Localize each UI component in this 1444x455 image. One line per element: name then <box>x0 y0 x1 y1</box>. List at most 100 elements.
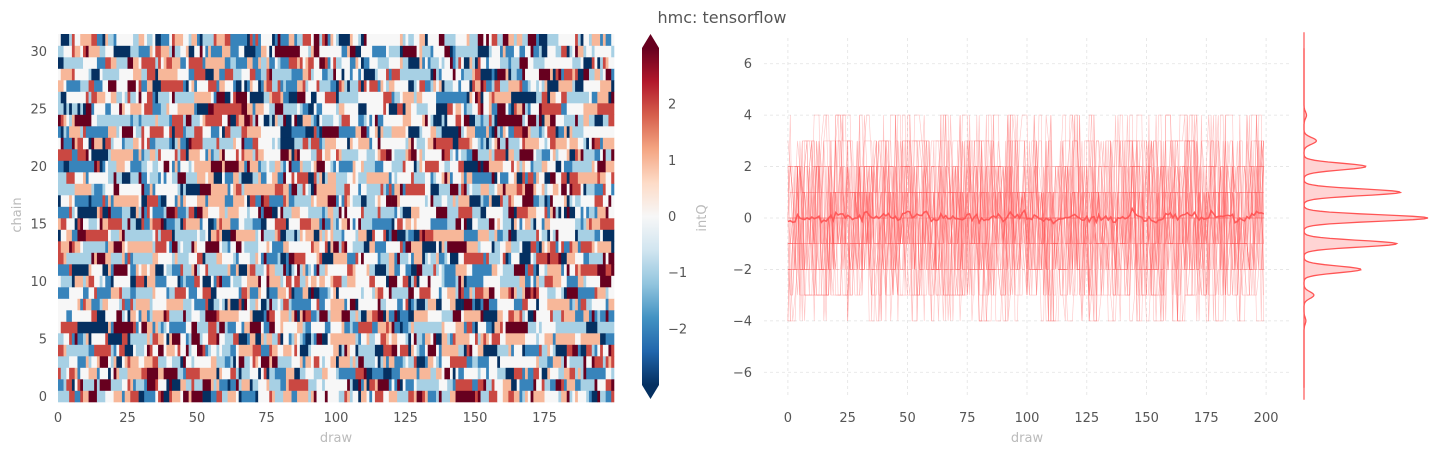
heatmap-cell <box>149 344 153 357</box>
heatmap-cell <box>516 183 523 196</box>
heatmap-cell <box>121 298 126 311</box>
heatmap-cell <box>180 57 187 69</box>
heatmap-cell <box>310 68 315 81</box>
heatmap-cell <box>194 356 212 368</box>
heatmap-cell <box>597 287 606 299</box>
heatmap-cell <box>180 344 187 357</box>
heatmap-cell <box>463 172 467 184</box>
heatmap-cell <box>561 264 565 276</box>
heatmap-cell <box>110 287 120 299</box>
heatmap-cell <box>538 34 548 46</box>
heatmap-cell <box>405 103 412 115</box>
heatmap-cell <box>558 149 568 161</box>
heatmap-cell <box>538 298 548 311</box>
heatmap-cell <box>458 344 465 357</box>
heatmap-cell <box>538 241 543 253</box>
heatmap-cell <box>138 149 142 161</box>
heatmap-cell <box>363 114 367 127</box>
heatmap-cell <box>152 287 156 299</box>
heatmap-cell <box>316 333 323 345</box>
heatmap-cell <box>397 103 404 115</box>
heatmap-cell <box>608 91 612 104</box>
heatmap-cell <box>349 218 353 230</box>
heatmap-cell <box>377 379 390 391</box>
heatmap-cell <box>391 321 395 334</box>
heatmap-cell <box>536 321 540 334</box>
heatmap-cell <box>280 137 295 150</box>
heatmap-cell <box>452 103 456 115</box>
heatmap-cell <box>249 80 253 92</box>
heatmap-cell <box>555 241 559 253</box>
heatmap-cell <box>422 91 437 104</box>
heatmap-cell <box>58 57 64 69</box>
heatmap-cell <box>461 183 465 196</box>
heatmap-cell <box>441 321 445 334</box>
heatmap-cell <box>497 310 504 322</box>
heatmap-cell <box>241 80 245 92</box>
heatmap-cell <box>338 149 342 161</box>
heatmap-cell <box>283 298 290 311</box>
heatmap-cell <box>249 287 259 299</box>
heatmap-cell <box>561 206 565 219</box>
heatmap-cell <box>135 298 151 311</box>
heatmap-cell <box>572 183 581 196</box>
heatmap-cell <box>536 172 540 184</box>
trace-lines <box>787 114 1264 322</box>
heatmap-cell <box>185 344 189 357</box>
heatmap-cell <box>69 287 84 299</box>
heatmap-cell <box>241 137 245 150</box>
trace-series-line <box>787 114 1264 322</box>
heatmap-cell <box>494 379 504 391</box>
heatmap-cell <box>388 183 392 196</box>
heatmap-cell <box>99 298 103 311</box>
heatmap-cell <box>536 264 540 276</box>
heatmap-cell <box>280 91 284 104</box>
heatmap-cell <box>352 264 356 276</box>
heatmap-cell <box>502 160 512 173</box>
heatmap-cell <box>544 275 554 288</box>
heatmap-cell <box>580 367 584 380</box>
heatmap-cell <box>202 126 212 138</box>
heatmap-cell <box>280 275 284 288</box>
heatmap-cell <box>274 367 287 380</box>
heatmap-cell <box>266 80 273 92</box>
heatmap-cell <box>108 80 117 92</box>
trace-series-line <box>787 114 1264 322</box>
heatmap-cell <box>349 356 353 368</box>
heatmap-cell <box>500 137 506 150</box>
heatmap-cell <box>338 91 359 104</box>
heatmap-cell <box>205 68 214 81</box>
heatmap-cell <box>500 241 506 253</box>
heatmap-cell <box>160 390 164 403</box>
heatmap-cell <box>486 252 490 265</box>
heatmap-cell <box>313 229 317 242</box>
heatmap-cell <box>388 287 392 299</box>
heatmap-cell <box>436 126 442 138</box>
heatmap-cell <box>469 137 473 150</box>
heatmap-cell <box>108 356 112 368</box>
heatmap-cell <box>580 183 584 196</box>
heatmap-cell <box>600 137 604 150</box>
heatmap-cell <box>516 287 523 299</box>
heatmap-cell <box>383 229 387 242</box>
heatmap-cell <box>185 137 189 150</box>
heatmap-cell <box>263 206 273 219</box>
heatmap-cell <box>319 45 342 58</box>
heatmap-cell <box>258 356 262 368</box>
heatmap-cell <box>441 298 451 311</box>
heatmap-cell <box>202 45 206 58</box>
heatmap-cell <box>436 172 442 184</box>
heatmap-cell <box>110 367 114 380</box>
heatmap-cell <box>174 229 198 242</box>
heatmap-cell <box>283 183 290 196</box>
heatmap-cell <box>536 241 540 253</box>
heatmap-cell <box>177 241 181 253</box>
heatmap-cell <box>313 172 317 184</box>
heatmap-cell <box>469 344 473 357</box>
heatmap-cell <box>416 379 440 391</box>
heatmap-cell <box>305 229 315 242</box>
heatmap-cell <box>608 287 615 299</box>
heatmap-cell <box>222 229 231 242</box>
heatmap-cell <box>99 356 103 368</box>
heatmap-cell <box>547 137 551 150</box>
